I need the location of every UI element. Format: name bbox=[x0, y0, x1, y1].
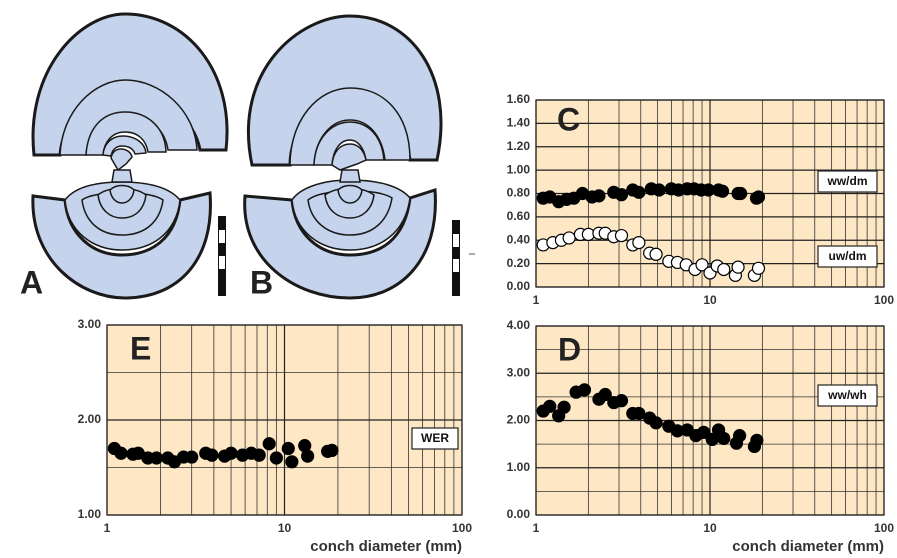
y-tick-label: 1.00 bbox=[507, 162, 531, 176]
panel-title: C bbox=[557, 101, 580, 137]
data-point bbox=[632, 185, 646, 199]
legend-box bbox=[411, 427, 459, 450]
data-point bbox=[695, 258, 709, 272]
legend-label: uw/dm bbox=[829, 249, 867, 263]
data-point bbox=[557, 400, 571, 414]
y-tick-label: 1.60 bbox=[507, 92, 531, 106]
data-point bbox=[285, 455, 299, 469]
legend-label: WER bbox=[421, 431, 449, 445]
y-tick-label: 1.00 bbox=[507, 460, 531, 474]
y-tick-label: 1.40 bbox=[507, 116, 531, 130]
data-point bbox=[562, 231, 576, 245]
shell-drawing-a: A bbox=[20, 12, 229, 300]
y-tick-label: 2.00 bbox=[78, 412, 102, 426]
data-point bbox=[734, 186, 748, 201]
y-tick-label: 1.20 bbox=[507, 139, 531, 153]
data-point bbox=[614, 188, 629, 202]
plot-frame bbox=[535, 325, 885, 516]
data-point bbox=[269, 451, 283, 465]
y-tick-label: 2.00 bbox=[507, 413, 531, 427]
legend-label: ww/wh bbox=[827, 388, 867, 402]
chart: 1 10 100 0.00 0.20 0.40 0.60 0.80 1.00 1.20 1.40 1.… bbox=[507, 92, 895, 307]
data-point bbox=[731, 260, 745, 274]
x-tick-label: 100 bbox=[452, 521, 472, 535]
y-tick-label: 3.00 bbox=[507, 365, 531, 379]
x-tick-label: 100 bbox=[874, 521, 894, 535]
data-point bbox=[262, 437, 276, 451]
data-point bbox=[649, 416, 663, 430]
data-point bbox=[325, 443, 339, 457]
x-tick-label: 10 bbox=[278, 521, 292, 535]
legend-box bbox=[817, 384, 878, 407]
x-tick-label: 1 bbox=[104, 521, 111, 535]
panel-label: B bbox=[250, 264, 273, 300]
x-axis-label: conch diameter (mm) bbox=[732, 538, 884, 555]
data-point bbox=[224, 446, 238, 460]
panel-label: A bbox=[20, 264, 43, 300]
data-point bbox=[632, 235, 646, 250]
plot-frame bbox=[106, 324, 463, 516]
panel-title: D bbox=[558, 331, 581, 367]
y-tick-label: 0.60 bbox=[507, 209, 531, 223]
x-tick-label: 10 bbox=[703, 521, 717, 535]
data-point bbox=[205, 448, 219, 462]
data-point bbox=[697, 425, 711, 439]
data-point bbox=[281, 441, 295, 456]
x-tick-label: 1 bbox=[533, 521, 540, 535]
data-point bbox=[577, 383, 592, 397]
panel-title: E bbox=[130, 330, 151, 366]
legend-label: ww/dm bbox=[826, 174, 867, 188]
data-point bbox=[614, 394, 629, 408]
legend-box bbox=[817, 245, 878, 268]
data-point bbox=[543, 399, 557, 413]
data-point bbox=[751, 261, 766, 275]
x-tick-label: 10 bbox=[703, 293, 717, 307]
data-point bbox=[252, 448, 266, 462]
data-point bbox=[751, 190, 766, 204]
data-point bbox=[652, 183, 666, 197]
data-point bbox=[301, 449, 315, 463]
data-point bbox=[715, 184, 730, 198]
data-point bbox=[750, 433, 764, 447]
y-tick-label: 0.20 bbox=[507, 256, 531, 270]
data-point bbox=[614, 228, 629, 243]
legend-box bbox=[817, 170, 878, 193]
data-point bbox=[149, 451, 164, 465]
data-point bbox=[717, 431, 731, 446]
plot-frame bbox=[535, 99, 885, 288]
data-point bbox=[649, 247, 663, 261]
x-tick-label: 1 bbox=[533, 293, 540, 307]
y-tick-label: 4.00 bbox=[507, 318, 531, 332]
y-tick-label: 0.00 bbox=[507, 507, 531, 521]
y-tick-label: 1.00 bbox=[78, 507, 102, 521]
y-tick-label: 0.80 bbox=[507, 186, 531, 200]
data-point bbox=[632, 406, 646, 421]
y-tick-label: 0.40 bbox=[507, 232, 531, 246]
shell-drawing-b: B bbox=[243, 14, 475, 300]
y-tick-label: 3.00 bbox=[78, 317, 102, 331]
y-tick-label: 0.00 bbox=[507, 279, 531, 293]
data-point bbox=[717, 262, 731, 277]
data-point bbox=[733, 429, 747, 443]
x-tick-label: 100 bbox=[874, 293, 894, 307]
data-point bbox=[185, 450, 199, 464]
x-axis-label: conch diameter (mm) bbox=[310, 538, 462, 555]
data-point bbox=[114, 446, 128, 460]
data-point bbox=[592, 189, 606, 203]
data-point bbox=[598, 387, 612, 402]
